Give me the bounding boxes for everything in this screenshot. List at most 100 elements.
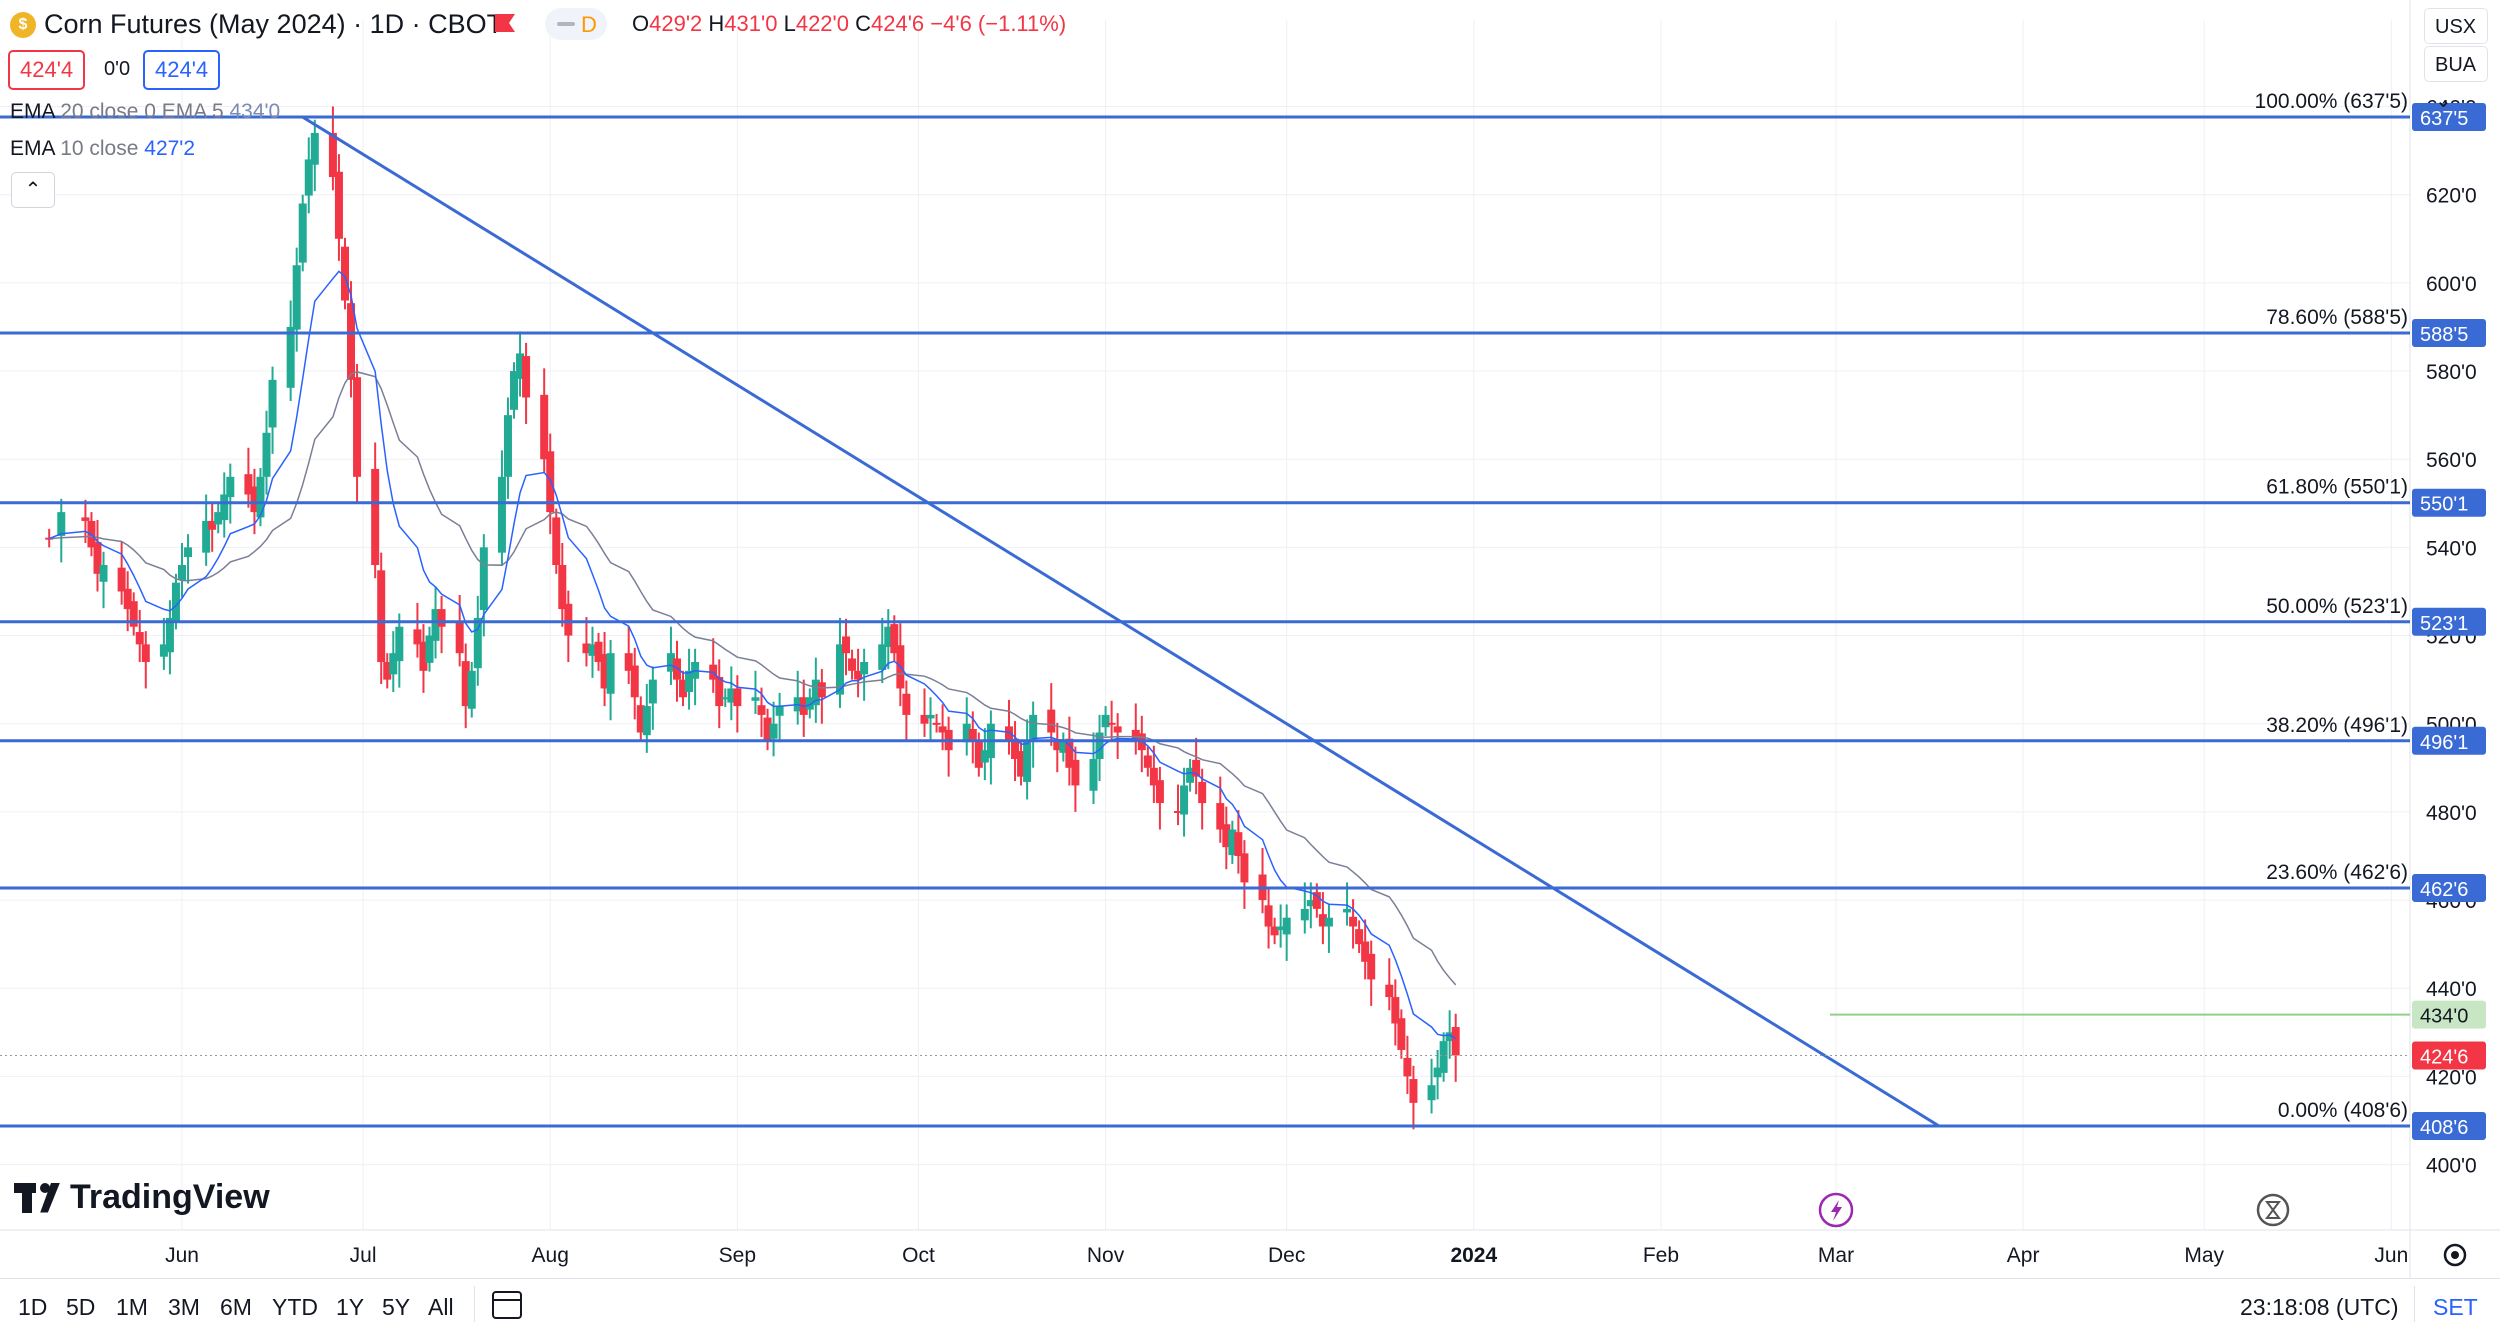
candle <box>842 636 851 654</box>
hourglass-icon <box>2265 1201 2281 1219</box>
candle <box>938 726 947 733</box>
x-tick-label: May <box>2184 1244 2224 1267</box>
candle <box>135 632 144 645</box>
timeframe-3m[interactable]: 3M <box>168 1294 200 1320</box>
candle <box>425 635 434 663</box>
candle <box>685 670 694 692</box>
candle <box>184 547 193 558</box>
sell-button[interactable]: 424'4 <box>8 50 86 90</box>
y-tick-label: 420'0 <box>2426 1066 2477 1089</box>
candle <box>1228 829 1237 856</box>
symbol-title[interactable]: Corn Futures (May 2024) · 1D · CBOT <box>44 9 504 39</box>
gear-icon <box>2451 1251 2459 1259</box>
candle <box>636 705 645 733</box>
interval-badge: D <box>581 12 597 37</box>
x-tick-label: Jul <box>350 1244 377 1267</box>
candle <box>1101 714 1110 728</box>
fib-price-tag <box>2412 319 2486 348</box>
fib-price-tag <box>2412 103 2486 131</box>
candle <box>860 662 869 675</box>
candle <box>503 415 512 477</box>
candle <box>769 723 778 739</box>
candle <box>1216 803 1225 830</box>
fib-level-label: 100.00% (637'5) <box>2255 90 2408 113</box>
candle <box>606 653 615 694</box>
candle <box>413 629 422 645</box>
y-tick-label: 580'0 <box>2426 361 2477 384</box>
candle <box>1155 780 1164 804</box>
minus-icon <box>557 22 575 26</box>
x-tick-label: Nov <box>1087 1244 1125 1267</box>
candle <box>395 626 404 662</box>
candle <box>974 741 983 768</box>
candle <box>920 714 929 724</box>
timeframe-5y[interactable]: 5Y <box>382 1294 411 1320</box>
candle <box>733 688 742 707</box>
indicator-ema-10[interactable]: EMA 10 close 427'2 <box>10 137 195 160</box>
fib-price-tag <box>2412 607 2486 636</box>
indicator-ema-20[interactable]: EMA 20 close 0 EMA 5 434'0 <box>10 100 281 123</box>
tradingview-logo-icon <box>14 1182 60 1213</box>
timeframe-ytd[interactable]: YTD <box>272 1294 318 1320</box>
fib-level-label: 0.00% (408'6) <box>2278 1099 2408 1122</box>
fib-price-tag-label: 588'5 <box>2420 324 2468 346</box>
candle <box>884 626 893 648</box>
x-tick-label: Aug <box>532 1244 569 1267</box>
candle <box>334 171 343 239</box>
candle <box>516 353 525 379</box>
candle <box>256 476 265 518</box>
candle <box>1192 759 1201 777</box>
candle <box>286 326 295 388</box>
candle <box>1433 1067 1442 1078</box>
timeframe-1y[interactable]: 1Y <box>336 1294 365 1320</box>
x-tick-label: Jun <box>165 1244 199 1267</box>
currency-select[interactable]: USX ⌄ <box>2424 8 2488 74</box>
candle <box>1264 905 1273 927</box>
candle <box>1234 832 1243 856</box>
unit-select[interactable]: BUA ⌄ <box>2424 46 2488 112</box>
candle <box>630 665 639 698</box>
divider <box>474 1286 475 1322</box>
candle <box>600 654 609 689</box>
high-value: 431'0 <box>724 11 778 36</box>
candle <box>1047 709 1056 733</box>
candle <box>624 653 633 671</box>
gear-icon <box>2443 1243 2467 1267</box>
candle <box>1439 1041 1448 1073</box>
candle <box>1367 953 1376 980</box>
bottom-toolbar <box>0 1278 2500 1332</box>
candle <box>775 706 784 716</box>
candle <box>1306 900 1315 907</box>
session-button[interactable]: SET <box>2433 1294 2478 1320</box>
fib-level-label: 78.60% (588'5) <box>2266 306 2408 329</box>
timeframe-5d[interactable]: 5D <box>66 1294 96 1320</box>
ohlc-readout: O429'2 H431'0 L422'0 C424'6 −4'6 (−1.11%… <box>632 11 1067 36</box>
candle <box>890 624 899 654</box>
chevron-up-icon[interactable]: ⌃ <box>11 172 55 208</box>
candle <box>117 567 126 592</box>
candle <box>1071 759 1080 786</box>
candle <box>1198 781 1207 804</box>
candle <box>1005 726 1013 742</box>
buy-button[interactable]: 424'4 <box>143 50 221 90</box>
candle <box>1361 941 1370 962</box>
timeframe-1m[interactable]: 1M <box>116 1294 148 1320</box>
fib-level-label: 61.80% (550'1) <box>2266 476 2408 499</box>
candle <box>1143 755 1152 768</box>
candle <box>1312 892 1321 909</box>
fib-price-tag <box>2412 1112 2486 1140</box>
x-tick-label: Apr <box>2007 1244 2040 1267</box>
x-tick-label: Jun <box>2374 1244 2408 1267</box>
timeframe-6m[interactable]: 6M <box>220 1294 252 1320</box>
corn-symbol-icon: $ <box>10 12 36 38</box>
timeframe-all[interactable]: All <box>428 1294 454 1320</box>
interval-pill[interactable]: D <box>545 8 607 40</box>
timeframe-1d[interactable]: 1D <box>18 1294 48 1320</box>
tradingview-logo[interactable]: TradingView <box>14 1178 270 1217</box>
x-tick-label: Oct <box>902 1244 935 1267</box>
candle <box>1174 811 1183 814</box>
calendar-icon[interactable] <box>492 1291 522 1319</box>
utc-clock[interactable]: 23:18:08 (UTC) <box>2240 1294 2399 1320</box>
flag-icon[interactable] <box>495 14 515 32</box>
